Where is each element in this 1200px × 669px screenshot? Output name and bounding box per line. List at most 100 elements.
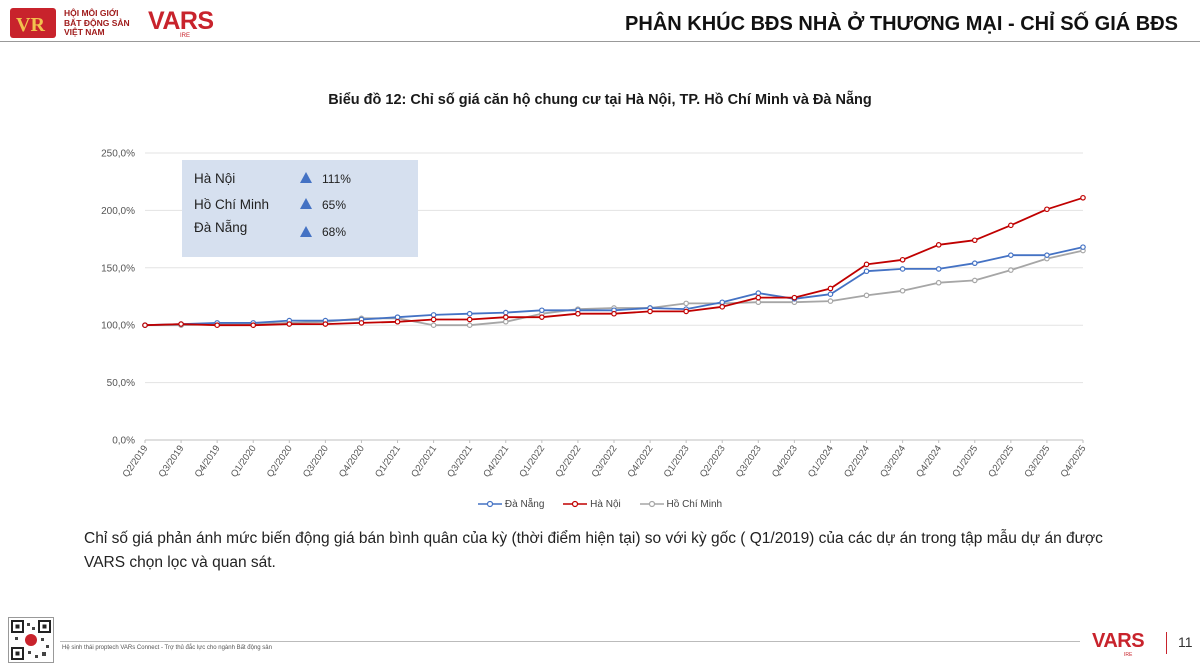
data-point [899,256,906,263]
chart-legend: Đà Nẵng Hà Nội Hồ Chí Minh [0,499,1200,510]
data-point [1008,252,1014,258]
data-point [430,316,437,323]
data-point [647,308,653,315]
data-point [539,307,545,314]
page-number-divider [1166,632,1167,654]
y-tick-label: 200,0% [101,206,135,217]
y-tick-label: 0,0% [112,436,135,447]
x-tick-label: Q3/2025 [1022,443,1052,479]
x-tick-label: Q3/2019 [157,443,187,479]
summary-city: Hồ Chí Minh [194,197,270,212]
org-name-line: HỘI MÔI GIỚI [64,8,119,18]
footer-vars-logo-sub: IRE [1124,652,1133,658]
summary-value: 111% [322,172,351,186]
x-tick-label: Q1/2025 [950,443,980,479]
data-point [899,287,906,294]
x-tick-label: Q3/2021 [445,443,475,479]
chart-description: Chỉ số giá phản ánh mức biến động giá bá… [84,530,1103,571]
legend-item: Hồ Chí Minh [639,499,723,510]
x-tick-label: Q4/2019 [193,443,223,479]
x-tick-label: Q2/2023 [698,443,728,479]
legend-line-marker [639,501,664,508]
data-point [719,299,726,306]
data-point [394,318,401,325]
summary-city: Hà Nội [194,171,236,186]
data-point [178,321,184,327]
x-tick-label: Q2/2025 [986,443,1016,479]
data-point [755,294,762,301]
x-tick-label: Q1/2021 [373,443,403,479]
data-point [502,318,509,325]
data-point [1080,194,1086,201]
data-point [791,294,798,301]
x-tick-label: Q2/2022 [553,443,583,479]
y-tick-label: 100,0% [101,321,135,332]
legend-line-marker [563,501,588,508]
up-triangle-icon [300,226,312,237]
data-point [935,242,942,248]
data-point [322,321,329,327]
footer-vars-logo: VARS [1092,630,1145,652]
y-tick-label: 150,0% [101,263,135,274]
data-point [466,310,473,317]
summary-city: Đà Nẵng [194,220,248,235]
data-point [1044,206,1050,213]
x-tick-label: Q1/2020 [229,443,259,479]
qr-code-icon[interactable] [8,617,54,663]
data-point [1044,252,1050,258]
data-point [827,285,834,292]
vr-logo-icon: VR [10,8,56,38]
data-point [466,316,473,323]
data-point [683,300,689,307]
data-point [1008,267,1014,273]
data-point [575,310,581,317]
data-point [466,322,473,329]
data-point [430,312,437,318]
data-point [286,321,293,327]
data-point [971,237,978,244]
legend-label: Hà Nội [590,499,621,510]
vars-logo: VARS [148,7,214,35]
x-tick-label: Q3/2024 [878,443,908,479]
data-point [827,291,834,298]
data-point [719,304,726,310]
x-tick-label: Q2/2024 [842,443,872,479]
data-point [358,320,365,326]
data-point [250,322,257,329]
data-point [935,266,942,272]
y-tick-label: 250,0% [101,149,135,160]
x-tick-label: Q1/2022 [517,443,547,479]
summary-value: 65% [322,198,347,212]
legend-label: Đà Nẵng [504,499,545,510]
data-point [611,310,617,317]
org-name-line: BẤT ĐỘNG SẢN [64,17,130,28]
legend-item: Đà Nẵng [477,499,545,510]
legend-item: Hà Nội [563,499,621,510]
data-point [755,290,762,296]
data-point [755,299,762,306]
data-point [1008,222,1014,229]
data-point [683,308,689,315]
x-tick-label: Q4/2024 [914,443,944,479]
summary-value: 68% [322,225,347,239]
svg-text:VR: VR [16,14,45,36]
x-tick-label: Q3/2022 [590,443,620,479]
org-name: HỘI MÔI GIỚI BẤT ĐỘNG SẢN VIỆT NAM [64,8,130,38]
x-tick-label: Q3/2023 [734,443,764,479]
vars-logo-sub: IRE [180,33,191,39]
x-tick-label: Q1/2023 [662,443,692,479]
x-tick-label: Q2/2020 [265,443,295,479]
legend-label: Hồ Chí Minh [666,499,723,510]
x-tick-label: Q3/2020 [301,443,331,479]
data-point [863,268,870,275]
page-number: 11 [1178,634,1193,650]
data-point [863,292,870,299]
y-tick-label: 50,0% [107,378,135,389]
data-point [142,322,148,329]
page-title: PHÂN KHÚC BĐS NHÀ Ở THƯƠNG MẠI - CHỈ SỐ … [625,13,1178,35]
change-summary-box: Hà Nội 111% Hồ Chí Minh 65% Đà Nẵng 68% [182,160,418,257]
data-point [394,314,401,320]
footer-divider [60,641,1080,642]
data-point [935,279,942,286]
